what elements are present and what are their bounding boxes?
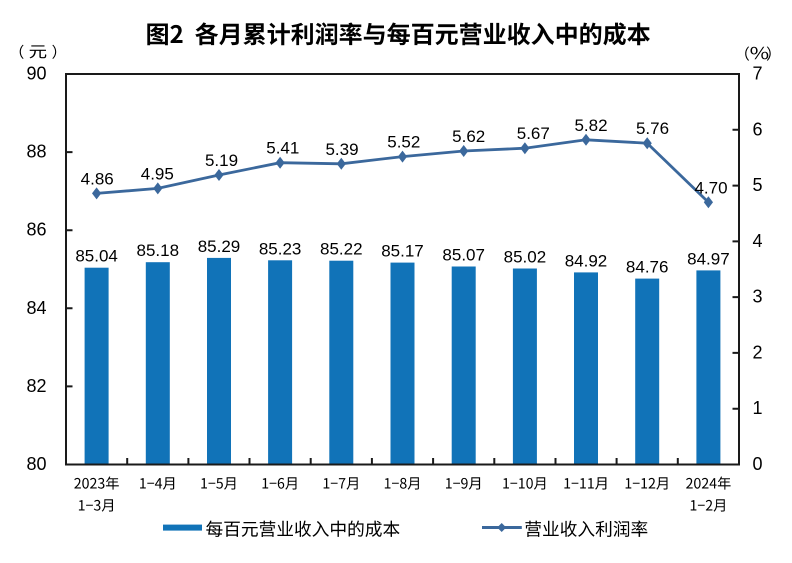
svg-text:7: 7 — [753, 64, 763, 84]
svg-text:5.82: 5.82 — [574, 116, 607, 135]
svg-text:2: 2 — [753, 342, 763, 362]
svg-text:85.02: 85.02 — [504, 248, 547, 267]
svg-text:85.22: 85.22 — [320, 240, 363, 259]
svg-text:84: 84 — [26, 298, 46, 318]
svg-text:0: 0 — [753, 454, 763, 474]
svg-text:85.04: 85.04 — [75, 247, 118, 266]
svg-text:84.76: 84.76 — [626, 258, 669, 277]
svg-text:5.76: 5.76 — [636, 119, 669, 138]
svg-text:1: 1 — [753, 398, 763, 418]
svg-text:5.52: 5.52 — [387, 133, 420, 152]
svg-text:3: 3 — [753, 287, 763, 307]
svg-text:82: 82 — [26, 376, 46, 396]
svg-text:84.92: 84.92 — [565, 251, 608, 270]
svg-text:4: 4 — [753, 231, 763, 251]
svg-text:86: 86 — [26, 220, 46, 240]
svg-text:4.86: 4.86 — [81, 169, 114, 188]
svg-text:6: 6 — [753, 119, 763, 139]
svg-text:84.97: 84.97 — [687, 249, 730, 268]
svg-text:85.07: 85.07 — [442, 246, 485, 265]
svg-text:90: 90 — [26, 64, 46, 84]
svg-text:85.17: 85.17 — [381, 242, 424, 261]
svg-text:5.39: 5.39 — [325, 140, 358, 159]
svg-text:5.19: 5.19 — [205, 151, 238, 170]
svg-text:80: 80 — [26, 454, 46, 474]
svg-text:5.41: 5.41 — [266, 139, 299, 158]
svg-text:5: 5 — [753, 175, 763, 195]
svg-text:4.95: 4.95 — [141, 164, 174, 183]
svg-text:5.67: 5.67 — [517, 124, 550, 143]
svg-text:5.62: 5.62 — [452, 127, 485, 146]
svg-text:85.29: 85.29 — [198, 237, 241, 256]
svg-text:85.18: 85.18 — [137, 241, 180, 260]
svg-text:88: 88 — [26, 142, 46, 162]
svg-text:85.23: 85.23 — [259, 239, 302, 258]
svg-text:4.70: 4.70 — [694, 178, 727, 197]
